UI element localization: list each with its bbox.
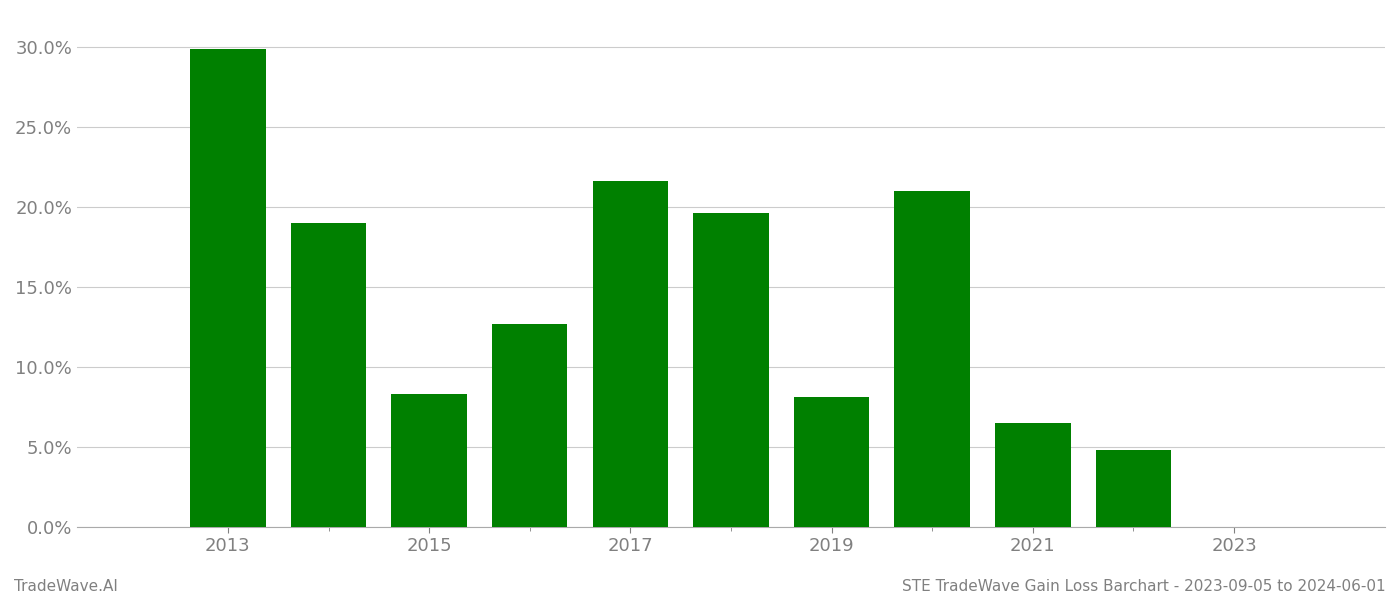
Bar (392, 394, 466, 527)
Bar (895, 191, 970, 527)
Text: STE TradeWave Gain Loss Barchart - 2023-09-05 to 2024-06-01: STE TradeWave Gain Loss Barchart - 2023-… (903, 579, 1386, 594)
Bar (693, 213, 769, 527)
Bar (995, 422, 1071, 527)
Bar (291, 223, 367, 527)
Bar (1096, 450, 1172, 527)
Bar (592, 181, 668, 527)
Bar (190, 49, 266, 527)
Text: TradeWave.AI: TradeWave.AI (14, 579, 118, 594)
Bar (491, 323, 567, 527)
Bar (794, 397, 869, 527)
